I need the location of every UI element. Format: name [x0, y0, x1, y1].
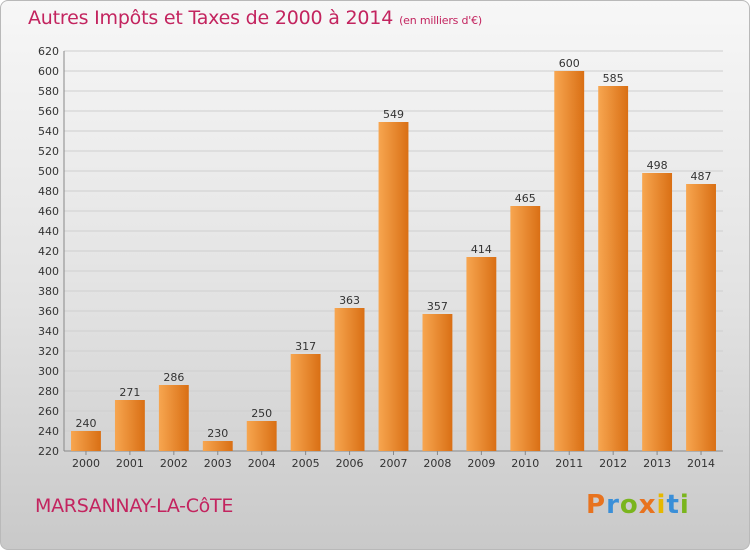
- bar-2009: [466, 257, 497, 451]
- logo-letter: i: [656, 490, 667, 520]
- data-label: 230: [207, 427, 228, 440]
- chart-subtitle: (en milliers d'€): [399, 14, 482, 27]
- logo-letter: o: [619, 490, 639, 520]
- x-tick-label: 2009: [467, 457, 495, 470]
- x-tick-label: 2004: [248, 457, 276, 470]
- y-tick-label: 220: [38, 445, 59, 458]
- x-axis: 2000 2001 2002 2003 2004 2005 2006 2007 2008 2009…: [72, 451, 715, 470]
- y-tick-label: 560: [38, 105, 59, 118]
- x-tick-label: 2014: [687, 457, 715, 470]
- logo-letter: t: [666, 490, 680, 520]
- y-tick-label: 300: [38, 365, 59, 378]
- y-tick-label: 260: [38, 405, 59, 418]
- data-label: 271: [119, 386, 140, 399]
- y-tick-label: 280: [38, 385, 59, 398]
- x-tick-label: 2002: [160, 457, 188, 470]
- bar-2012: [598, 86, 629, 451]
- bar-2011: [554, 71, 585, 451]
- x-tick-label: 2013: [643, 457, 671, 470]
- x-tick-label: 2008: [423, 457, 451, 470]
- y-tick-label: 400: [38, 265, 59, 278]
- x-tick-label: 2003: [204, 457, 232, 470]
- y-tick-label: 320: [38, 345, 59, 358]
- data-label: 498: [647, 159, 668, 172]
- logo-letter: x: [638, 490, 657, 520]
- bar-2010: [510, 206, 541, 451]
- commune-name: MARSANNAY-LA-CôTE: [35, 495, 234, 517]
- bar-2005: [290, 354, 321, 451]
- bar-2003: [202, 441, 233, 451]
- y-tick-label: 500: [38, 165, 59, 178]
- x-tick-label: 2005: [292, 457, 320, 470]
- y-tick-label: 420: [38, 245, 59, 258]
- data-label: 357: [427, 300, 448, 313]
- y-tick-label: 620: [38, 45, 59, 58]
- bar-2014: [686, 184, 716, 451]
- data-label: 549: [383, 108, 404, 121]
- x-tick-label: 2001: [116, 457, 144, 470]
- y-tick-label: 600: [38, 65, 59, 78]
- bar-2002: [158, 385, 189, 451]
- data-label: 585: [603, 72, 624, 85]
- y-tick-label: 360: [38, 305, 59, 318]
- bar-2007: [378, 122, 409, 451]
- data-label: 414: [471, 243, 492, 256]
- data-label: 487: [691, 170, 712, 183]
- bar-2013: [642, 173, 673, 451]
- x-tick-label: 2011: [555, 457, 583, 470]
- y-tick-label: 440: [38, 225, 59, 238]
- data-label: 250: [251, 407, 272, 420]
- y-tick-label: 340: [38, 325, 59, 338]
- logo-letter: P: [586, 490, 607, 520]
- proxiti-logo: Proxiti: [586, 490, 690, 520]
- data-label: 240: [75, 417, 96, 430]
- logo-letter: r: [606, 490, 620, 520]
- y-tick-label: 580: [38, 85, 59, 98]
- y-tick-label: 520: [38, 145, 59, 158]
- y-tick-label: 380: [38, 285, 59, 298]
- x-tick-label: 2010: [511, 457, 539, 470]
- y-tick-label: 460: [38, 205, 59, 218]
- data-label: 363: [339, 294, 360, 307]
- y-tick-label: 240: [38, 425, 59, 438]
- x-tick-label: 2012: [599, 457, 627, 470]
- data-label: 600: [559, 57, 580, 70]
- y-tick-label: 540: [38, 125, 59, 138]
- x-tick-label: 2006: [336, 457, 364, 470]
- bar-2008: [422, 314, 453, 451]
- chart-title: Autres Impôts et Taxes de 2000 à 2014 (en…: [28, 7, 482, 29]
- data-label: 286: [163, 371, 184, 384]
- data-label: 317: [295, 340, 316, 353]
- logo-letter: i: [679, 490, 690, 520]
- title-main: Autres Impôts et Taxes de 2000 à 2014: [28, 7, 394, 29]
- bars: 240 271 286 230 250 317 363 549 357 414 465 600 585 4…: [71, 57, 716, 451]
- x-tick-label: 2000: [72, 457, 100, 470]
- y-axis: 220 240 260 280 300 320 340 360 380 400 420 440 460 4…: [38, 45, 59, 458]
- y-tick-label: 480: [38, 185, 59, 198]
- data-label: 465: [515, 192, 536, 205]
- bar-2004: [246, 421, 277, 451]
- bar-2000: [71, 431, 101, 451]
- bar-2001: [114, 400, 145, 451]
- bar-2006: [334, 308, 365, 451]
- x-tick-label: 2007: [380, 457, 408, 470]
